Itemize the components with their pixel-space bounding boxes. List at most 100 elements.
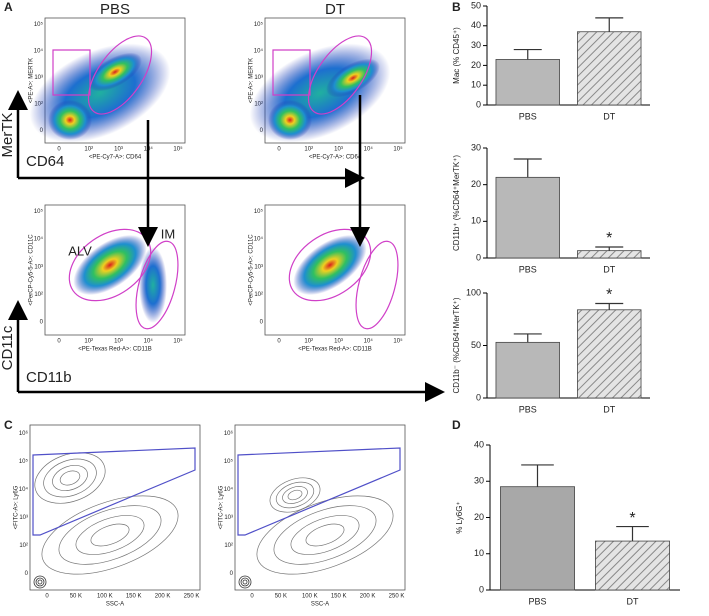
panel-label: B [452,0,461,14]
contour [256,495,394,575]
gate [32,447,196,536]
x-tick-label: 10² [84,147,93,153]
y-tick-label: 10⁶ [19,430,29,437]
x-axis-label: SSC-A [311,602,329,608]
plot-frame [264,204,406,336]
y-tick-label: 10⁴ [224,486,234,493]
y-tick-label: 10² [224,543,233,549]
contour [240,577,250,587]
plot-frame [264,17,406,144]
x-tick-label: 10² [304,339,313,345]
y-tick-label: 0 [230,571,234,577]
panel-label: D [452,418,461,432]
x-tick-label: 250 K [184,594,200,600]
x-tick-label: DT [603,404,615,414]
gate-label: IM [161,226,175,241]
x-tick-label: 10³ [334,147,343,153]
x-tick-label: PBS [528,596,546,606]
y-tick-label: 10⁴ [254,47,264,54]
axis-name: CD11b [26,369,72,386]
y-axis-label: <FITC-A>: Ly6G [219,485,225,529]
y-axis-label: Mac (% CD45⁺) [452,27,461,84]
contour [287,489,303,501]
bar [500,486,575,591]
x-axis-label: <PE-Texas Red-A>: CD11B [78,347,152,353]
y-tick-label: 10⁵ [254,208,264,215]
contour [305,523,345,547]
x-tick-label: 0 [277,147,281,153]
x-tick-label: 0 [57,339,61,345]
y-axis-label: <PerCP-Cy5-5-A>: CD11C [29,234,35,306]
error-bar [513,158,542,178]
y-tick-label: 10⁵ [34,21,44,28]
density [326,58,380,98]
y-tick-label: 10³ [34,75,43,81]
x-tick-label: 50 K [70,594,82,600]
contour [273,505,377,565]
condition-label: DT [325,1,345,18]
y-tick-label: 10⁴ [19,486,29,493]
contour [282,486,308,504]
y-tick-label: 20 [474,512,484,522]
error-bar [521,464,554,487]
x-tick-label: 150 K [126,594,142,600]
density [139,247,167,323]
x-tick-label: 10⁴ [364,146,374,153]
y-axis-label: CD11b⁻ (%CD64⁺MerTK⁺) [452,297,461,393]
x-tick-label: 10³ [334,339,343,345]
y-tick-label: 10⁵ [254,21,264,28]
y-tick-label: 10 [471,80,481,90]
y-axis-label: <PE-A>: MERTK [249,58,255,103]
y-tick-label: 0 [476,99,481,109]
y-axis-label: <FITC-A>: Ly6G [14,485,20,529]
bar [495,341,560,399]
y-tick-label: 10² [254,292,263,298]
bar [495,176,560,259]
error-bar [595,246,624,251]
contour [35,577,45,587]
panel-label: C [4,418,13,432]
y-tick-label: 10⁵ [34,208,44,215]
x-tick-label: 10⁵ [173,146,183,153]
error-bar [513,333,542,343]
axis-name: MerTK [0,113,16,158]
contour [52,465,88,491]
x-tick-label: 10⁴ [364,338,374,345]
contour [238,575,252,589]
x-axis-label: SSC-A [106,602,124,608]
y-tick-label: 40 [474,439,484,449]
y-tick-label: 100 [466,287,481,297]
significance: * [606,230,612,247]
contour [75,515,145,555]
x-axis-label: <PE-Cy7-A>: CD64 [309,155,362,161]
contour [33,575,47,589]
x-tick-label: 150 K [331,594,347,600]
y-axis-label: CD11b⁺ (%CD64⁺MerTK⁺) [452,155,461,251]
y-axis-label: % Ly6G⁺ [455,501,464,533]
axis-name: CD64 [26,153,64,170]
gate [355,240,399,330]
density [249,43,391,143]
y-tick-label: 0 [40,320,44,326]
x-tick-label: 10⁵ [393,338,403,345]
contour [90,523,130,547]
y-tick-label: 10⁴ [34,236,44,243]
gate [52,49,91,96]
density [29,43,171,143]
y-tick-label: 10³ [254,75,263,81]
y-tick-label: 30 [474,476,484,486]
gate [307,35,373,115]
x-axis-label: <PE-Texas Red-A>: CD11B [298,347,372,353]
contour [242,579,248,585]
contour [43,458,97,498]
x-tick-label: 0 [250,594,254,600]
x-tick-label: PBS [519,111,537,121]
error-bar [616,525,649,542]
bar [577,250,642,259]
y-axis-label: <PE-A>: MERTK [29,58,35,103]
y-tick-label: 10³ [34,264,43,270]
x-tick-label: 200 K [155,594,171,600]
x-tick-label: 250 K [389,594,405,600]
x-tick-label: DT [627,596,639,606]
